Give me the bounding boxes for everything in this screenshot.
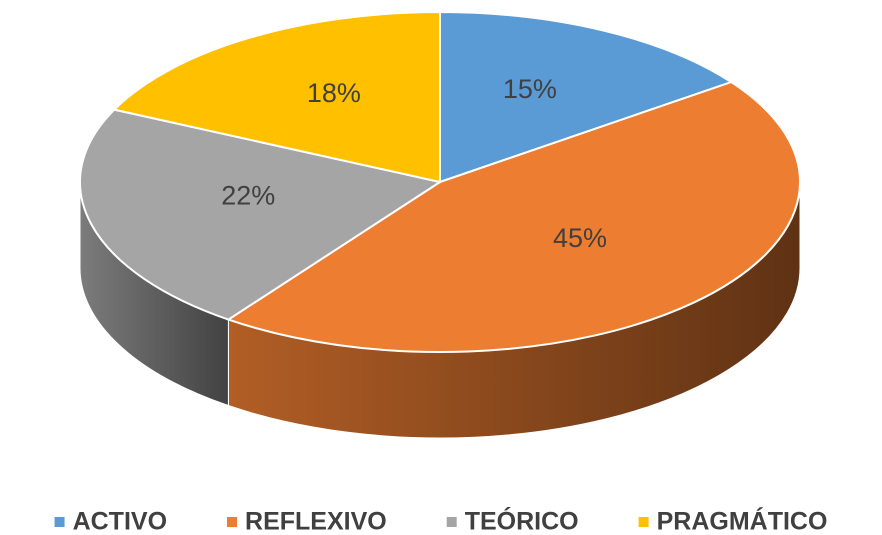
legend-label: PRAGMÁTICO: [657, 507, 828, 535]
value-label: 18%: [307, 78, 361, 108]
legend-label: TEÓRICO: [465, 506, 579, 535]
slice: [226, 80, 801, 353]
slice: [112, 10, 441, 184]
legend-swatch: [446, 517, 457, 527]
value-label: 15%: [503, 74, 557, 104]
legend-swatch: [638, 517, 649, 527]
slice: [439, 10, 734, 184]
value-label: 22%: [221, 180, 275, 210]
legend-label: REFLEXIVO: [245, 508, 387, 535]
value-label: 45%: [553, 223, 607, 253]
legend-swatch: [227, 517, 238, 527]
legend-label: ACTIVO: [73, 508, 167, 535]
legend-swatch: [54, 517, 65, 527]
